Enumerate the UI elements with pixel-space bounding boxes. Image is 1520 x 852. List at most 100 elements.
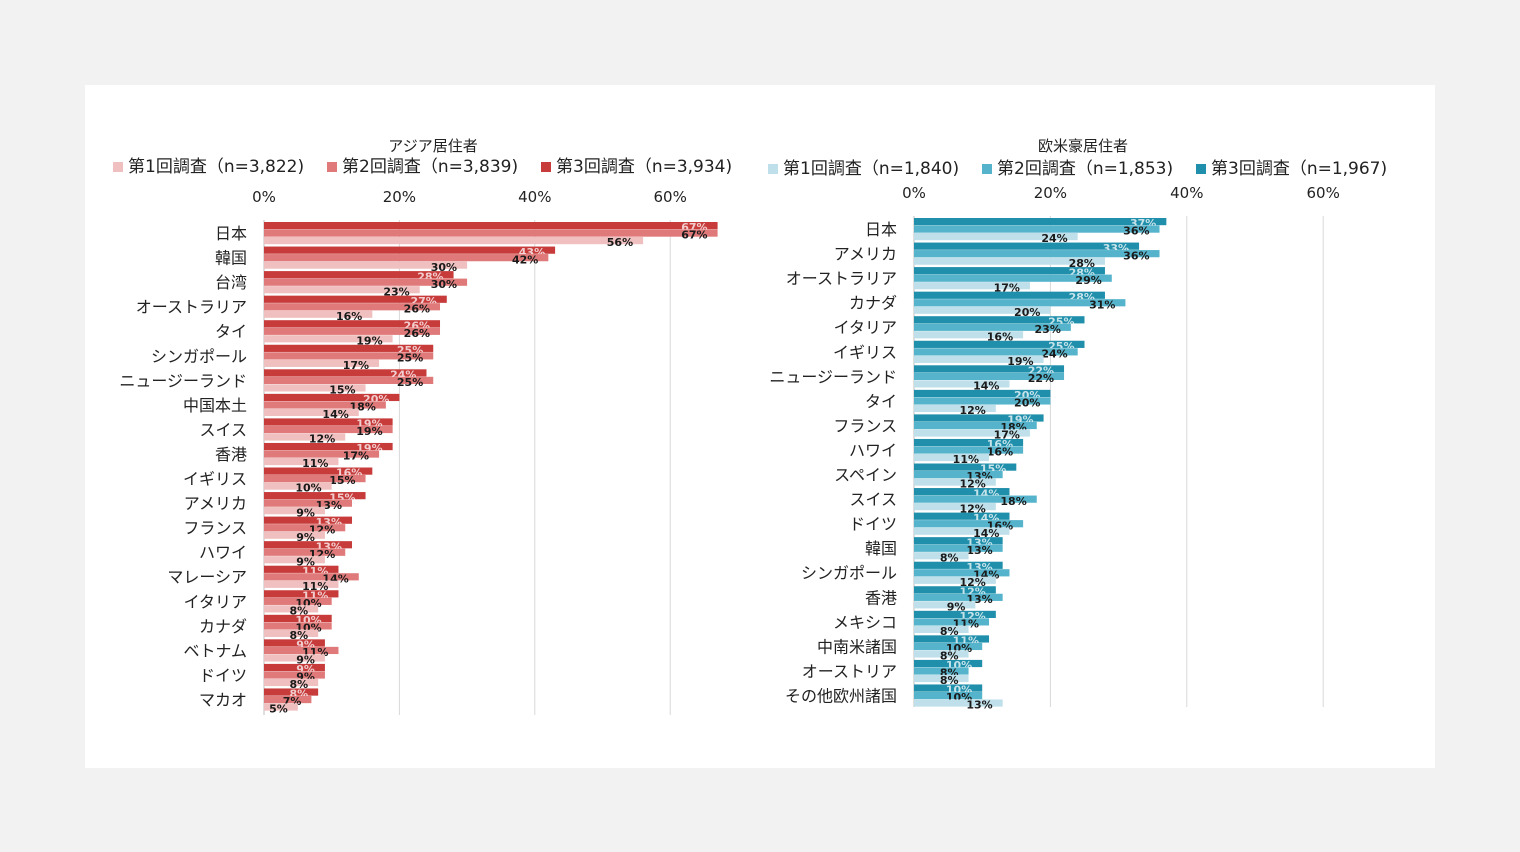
data-label: 14%: [973, 527, 999, 540]
data-label: 67%: [681, 229, 707, 242]
bar: [264, 369, 427, 377]
bar: [264, 629, 319, 637]
legend-swatch: [541, 162, 551, 172]
bar: [264, 344, 434, 352]
data-label: 5%: [269, 703, 288, 716]
bar: [914, 306, 1051, 314]
bar: [914, 495, 1037, 503]
bar: [264, 327, 441, 335]
bar: [914, 397, 1051, 405]
data-label: 18%: [1000, 495, 1026, 508]
bar: [264, 639, 325, 647]
bar: [264, 524, 346, 532]
chart-title: アジア居住者: [388, 137, 477, 155]
chart-panel: アジア居住者第1回調査（n=3,822) 第2回調査（n=3,839) 第3回調査（…: [85, 85, 1435, 768]
bar: [914, 380, 1010, 388]
legend-swatch: [113, 162, 123, 172]
bar: [914, 544, 1003, 552]
data-label: 20%: [1014, 397, 1040, 410]
bar: [264, 605, 319, 613]
bar: [264, 654, 325, 662]
bar: [914, 389, 1051, 398]
category-label: オーストリア: [802, 662, 897, 681]
bar: [264, 271, 454, 279]
bar: [264, 467, 373, 475]
data-label: 17%: [994, 281, 1020, 294]
data-label: 8%: [940, 551, 959, 564]
data-label: 9%: [296, 654, 315, 667]
bar: [914, 242, 1140, 250]
bar: [914, 625, 969, 633]
category-label: イタリア: [184, 592, 247, 611]
bar: [264, 246, 556, 254]
bar: [264, 418, 393, 426]
data-label: 23%: [1035, 323, 1061, 336]
data-label: 17%: [343, 359, 369, 372]
category-label: スイス: [849, 490, 897, 509]
bar: [914, 635, 990, 643]
category-label: マレーシア: [167, 568, 247, 587]
data-label: 13%: [966, 544, 992, 557]
data-label: 31%: [1089, 298, 1115, 311]
category-label: アメリカ: [184, 494, 247, 513]
bar: [264, 663, 325, 672]
category-label: オーストラリア: [136, 298, 247, 317]
category-label: 中国本土: [183, 396, 247, 415]
bar: [264, 229, 718, 237]
data-label: 9%: [296, 531, 315, 544]
bar: [264, 335, 393, 343]
bar: [264, 237, 644, 245]
bar: [264, 580, 339, 588]
legend-entry: 第3回調査（n=3,934): [556, 157, 732, 177]
data-label: 56%: [607, 236, 633, 249]
category-label: ハワイ: [849, 441, 897, 460]
bar: [914, 355, 1044, 363]
bar: [264, 516, 353, 524]
bar: [264, 622, 332, 630]
data-label: 19%: [1007, 355, 1033, 368]
data-label: 8%: [289, 678, 308, 691]
category-label: ニュージーランド: [119, 371, 247, 390]
bar: [914, 250, 1160, 258]
category-label: 日本: [865, 220, 897, 239]
category-label: カナダ: [849, 294, 897, 313]
data-label: 20%: [1014, 306, 1040, 319]
category-label: メキシコ: [833, 613, 897, 632]
bar: [914, 233, 1078, 241]
bar: [264, 548, 346, 556]
category-label: 日本: [215, 224, 247, 243]
category-label: 香港: [865, 588, 897, 607]
bar: [264, 541, 353, 549]
data-label: 9%: [947, 600, 966, 613]
category-label: イギリス: [183, 470, 247, 489]
bar: [264, 475, 366, 483]
bar: [914, 503, 996, 511]
data-label: 26%: [404, 327, 430, 340]
bar: [914, 331, 1024, 339]
legend-entry: 第1回調査（n=3,822): [128, 157, 304, 177]
bar: [264, 261, 468, 269]
bar: [914, 429, 1030, 437]
bar: [264, 614, 332, 622]
data-label: 22%: [1028, 372, 1054, 385]
bar: [264, 295, 447, 303]
bar: [264, 401, 386, 409]
category-label: フランス: [833, 416, 897, 435]
data-label: 9%: [296, 506, 315, 519]
legend-entry: 第2回調査（n=3,839): [342, 157, 518, 177]
bar: [914, 593, 1003, 601]
x-tick-label: 20%: [383, 188, 416, 206]
bar: [264, 310, 373, 318]
bar: [914, 569, 1010, 577]
data-label: 30%: [431, 278, 457, 291]
bar: [914, 601, 976, 609]
x-tick-label: 0%: [252, 188, 276, 206]
bar: [264, 671, 325, 679]
category-label: タイ: [215, 322, 247, 341]
data-label: 25%: [397, 376, 423, 389]
category-label: オーストラリア: [786, 269, 897, 288]
bar: [264, 688, 319, 696]
category-label: 中南米諸国: [817, 637, 897, 656]
bar: [264, 507, 325, 515]
data-label: 11%: [302, 580, 328, 593]
